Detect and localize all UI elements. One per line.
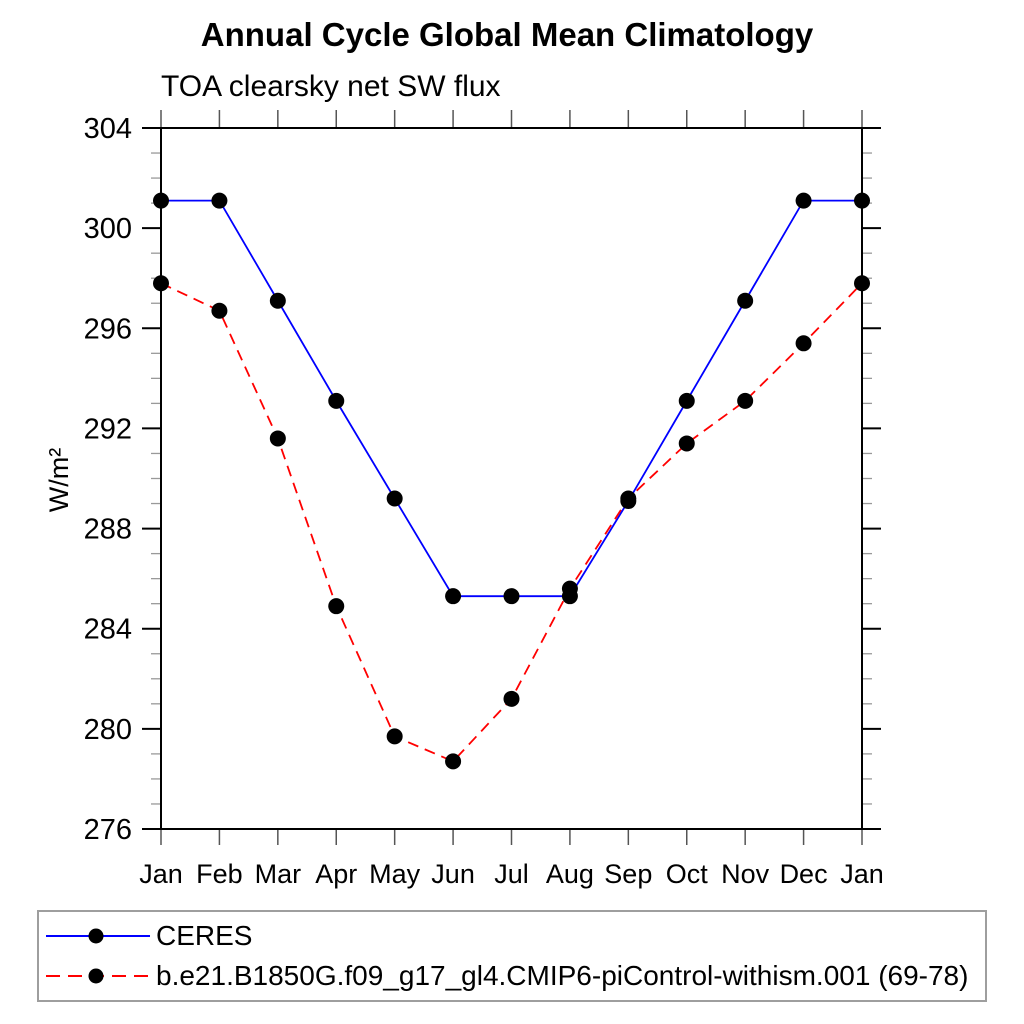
svg-text:Mar: Mar (255, 859, 302, 889)
svg-text:Oct: Oct (666, 859, 709, 889)
svg-text:300: 300 (84, 213, 132, 245)
svg-text:Nov: Nov (721, 859, 770, 889)
legend-label-ceres: CERES (156, 920, 253, 951)
svg-text:Aug: Aug (546, 859, 594, 889)
svg-text:Jun: Jun (431, 859, 475, 889)
legend-item-ceres: CERES (44, 916, 985, 956)
svg-text:276: 276 (84, 814, 132, 846)
chart-subtitle: TOA clearsky net SW flux (161, 70, 501, 103)
legend-line-sample-ceres (44, 924, 154, 948)
svg-text:Dec: Dec (780, 859, 828, 889)
svg-text:Sep: Sep (604, 859, 652, 889)
legend-box: CERES b.e21.B1850G.f09_g17_gl4.CMIP6-piC… (37, 910, 987, 1002)
chart-title: Annual Cycle Global Mean Climatology (200, 16, 814, 53)
svg-text:May: May (369, 859, 421, 889)
svg-text:296: 296 (84, 313, 132, 345)
svg-text:Jan: Jan (840, 859, 884, 889)
svg-text:Jul: Jul (494, 859, 529, 889)
svg-text:Apr: Apr (315, 859, 357, 889)
svg-text:280: 280 (84, 714, 132, 746)
svg-text:304: 304 (84, 113, 132, 145)
legend-item-model: b.e21.B1850G.f09_g17_gl4.CMIP6-piControl… (44, 956, 985, 996)
svg-text:284: 284 (84, 614, 132, 646)
legend-line-sample-model (44, 964, 154, 988)
legend-label-model: b.e21.B1850G.f09_g17_gl4.CMIP6-piControl… (156, 960, 969, 991)
svg-text:288: 288 (84, 514, 132, 546)
svg-text:292: 292 (84, 413, 132, 445)
svg-text:Feb: Feb (196, 859, 243, 889)
svg-text:Jan: Jan (139, 859, 183, 889)
